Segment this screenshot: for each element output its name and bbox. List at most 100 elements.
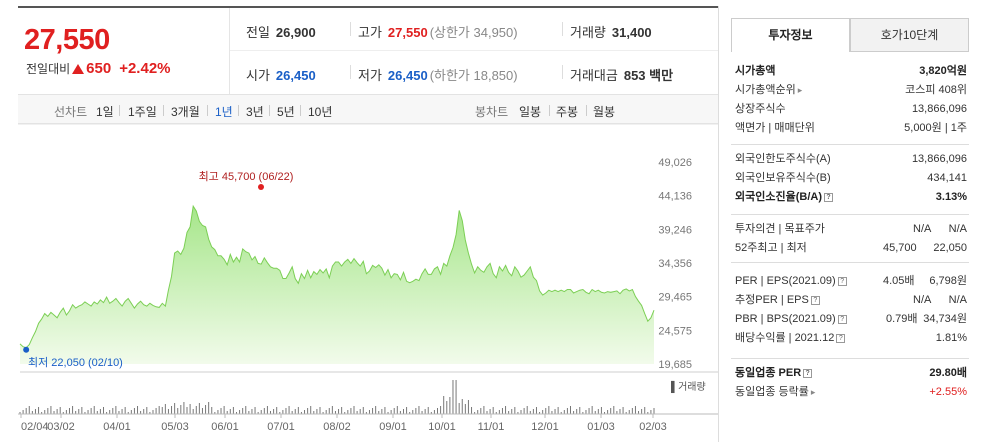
tab-investment-info[interactable]: 투자정보 <box>731 18 850 52</box>
info-section-valuation: PER | EPS(2021.09)? 4.05배 6,798원 추정PER |… <box>731 272 969 348</box>
pbr-row: PBR | BPS(2021.09)? 0.79배 34,734원 <box>731 310 969 329</box>
candle-daily[interactable]: 일봉 <box>519 105 542 119</box>
w52-label: 52주최고 | 최저 <box>735 242 807 254</box>
tab-order-book[interactable]: 호가10단계 <box>850 18 969 52</box>
help-icon[interactable]: ? <box>803 368 813 378</box>
market-cap-rank-label[interactable]: 시가총액순위 ▸ <box>735 81 802 100</box>
help-icon[interactable]: ? <box>824 192 833 202</box>
foreign-hold-row: 외국인보유주식수(B) 434,141 <box>731 169 969 188</box>
low-label: 저가 <box>358 68 382 83</box>
candle-weekly[interactable]: 주봉 <box>556 105 579 119</box>
sector-per-label: 동일업종 PER? <box>735 364 813 383</box>
help-icon[interactable]: ? <box>837 276 847 286</box>
est-per-row: 추정PER | EPS? N/A N/A <box>731 291 969 310</box>
sector-chg-label[interactable]: 동일업종 등락률 ▸ <box>735 383 815 402</box>
info-tabs: 투자정보 호가10단계 <box>731 18 969 52</box>
open-label: 시가 <box>246 68 270 83</box>
x-tick-label: 08/02 <box>323 421 351 433</box>
opinion-row: 투자의견 | 목표주가 N/A N/A <box>731 220 969 239</box>
open-price: 시가 26,450 <box>246 65 316 84</box>
current-price: 27,550 <box>24 24 110 56</box>
sector-per-row: 동일업종 PER? 29.80배 <box>731 364 969 383</box>
y-tick-label: 19,685 <box>658 359 692 371</box>
candle-chart-label: 봉차트 <box>475 105 509 119</box>
separator <box>238 105 239 116</box>
market-cap-rank-text: 시가총액순위 <box>735 84 796 96</box>
period-1d[interactable]: 1일 <box>96 105 114 119</box>
top-divider <box>18 6 718 8</box>
par-label: 액면가 | 매매단위 <box>735 122 815 134</box>
min-label: 최저 22,050 (02/10) <box>28 356 123 369</box>
section-divider <box>731 144 969 145</box>
foreign-ratio-label: 외국인소진율(B/A)? <box>735 188 833 207</box>
divider <box>350 65 351 79</box>
opinion-label: 투자의견 | 목표주가 <box>735 223 825 235</box>
chevron-right-icon: ▸ <box>797 85 803 95</box>
period-3y[interactable]: 3년 <box>246 105 264 119</box>
est-per-label: 추정PER | EPS? <box>735 291 820 310</box>
y-tick-label: 29,465 <box>658 292 692 304</box>
market-cap-rank-value: 코스피 408위 <box>905 84 967 96</box>
section-divider <box>731 358 969 359</box>
foreign-ratio-text: 외국인소진율(B/A) <box>735 191 822 203</box>
prev-close: 전일 26,900 <box>246 22 316 41</box>
separator <box>119 105 120 116</box>
shares-row: 상장주식수 13,866,096 <box>731 100 969 119</box>
x-tick-label: 12/01 <box>531 421 559 433</box>
w52-high: 45,700 <box>883 242 917 254</box>
foreign-hold-label: 외국인보유주식수(B) <box>735 172 831 184</box>
prev-close-value: 26,900 <box>275 25 316 40</box>
period-5y[interactable]: 5년 <box>277 105 295 119</box>
up-triangle-icon <box>72 63 85 74</box>
min-marker <box>23 346 30 353</box>
y-tick-label: 39,246 <box>658 224 692 236</box>
y-tick-label: 49,026 <box>658 157 692 169</box>
price-line <box>19 204 655 349</box>
price-change: 전일대비 650 +2.42% <box>26 60 171 77</box>
price-chart-svg: 49,026 44,136 39,246 34,356 29,465 24,575 19,6… <box>18 124 718 433</box>
dividend-label: 배당수익률 | 2021.12? <box>735 329 846 348</box>
period-1y[interactable]: 1년 <box>215 105 233 119</box>
per-text: PER | EPS(2021.09) <box>735 275 836 287</box>
period-1w[interactable]: 1주일 <box>128 105 157 119</box>
help-icon[interactable]: ? <box>837 314 847 324</box>
info-section-foreign: 외국인한도주식수(A) 13,866,096 외국인보유주식수(B) 434,1… <box>731 150 969 207</box>
volume-label: ▌거래량 <box>671 380 706 394</box>
price-area <box>20 206 654 364</box>
pbr-text: PBR | BPS(2021.09) <box>735 313 836 325</box>
x-tick-label: 04/01 <box>103 421 131 433</box>
candle-monthly[interactable]: 월봉 <box>593 105 616 119</box>
info-section-market: 시가총액 3,820억원 시가총액순위 ▸ 코스피 408위 상장주식수 13,8… <box>731 62 969 138</box>
eps-value: 6,798원 <box>929 275 967 287</box>
high-label: 고가 <box>358 25 382 40</box>
sector-chg-value: +2.55% <box>929 386 967 398</box>
change-percent: +2.42% <box>119 60 171 77</box>
x-tick-label: 07/01 <box>267 421 295 433</box>
volume-label: 거래량 <box>570 25 606 40</box>
separator <box>300 105 301 116</box>
price-box: 27,550 전일대비 650 +2.42% <box>18 8 230 94</box>
period-10y[interactable]: 10년 <box>308 105 333 119</box>
help-icon[interactable]: ? <box>836 333 846 343</box>
par-row: 액면가 | 매매단위 5,000원 | 1주 <box>731 119 969 138</box>
foreign-limit-row: 외국인한도주식수(A) 13,866,096 <box>731 150 969 169</box>
per-label: PER | EPS(2021.09)? <box>735 272 847 291</box>
high-price: 고가 27,550 (상한가 34,950) <box>358 22 518 41</box>
dividend-value: 1.81% <box>935 332 967 344</box>
high-value: 27,550 <box>387 25 428 40</box>
x-tick-label: 09/01 <box>379 421 407 433</box>
market-cap-rank-row: 시가총액순위 ▸ 코스피 408위 <box>731 81 969 100</box>
sector-per-text: 동일업종 PER <box>735 367 802 379</box>
amount-label: 거래대금 <box>570 68 618 83</box>
per-value: 4.05배 <box>883 275 915 287</box>
foreign-hold-value: 434,141 <box>927 172 967 184</box>
x-tick-label: 06/01 <box>211 421 239 433</box>
help-icon[interactable]: ? <box>810 295 820 305</box>
period-bar: 선차트 1일 1주일 3개월 1년 3년 5년 10년 봉차트 일봉 주봉 월봉 <box>18 94 718 124</box>
max-marker <box>258 184 264 190</box>
shares-value: 13,866,096 <box>911 103 967 115</box>
low-value: 26,450 <box>387 68 428 83</box>
change-amount: 650 <box>86 60 112 77</box>
stock-quote-panel: 27,550 전일대비 650 +2.42% 전일 26,900 고가 27,550… <box>18 6 718 442</box>
period-3m[interactable]: 3개월 <box>171 105 200 119</box>
